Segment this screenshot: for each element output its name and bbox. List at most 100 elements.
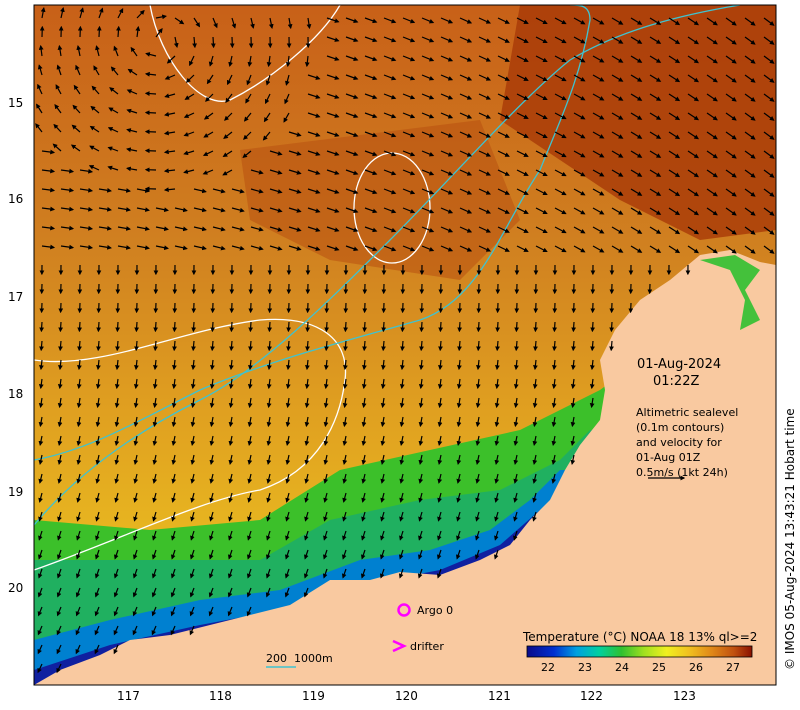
velocity-arrow xyxy=(247,473,253,484)
velocity-arrow xyxy=(535,245,548,253)
velocity-arrow xyxy=(592,226,605,234)
velocity-arrow xyxy=(383,17,397,24)
velocity-arrow xyxy=(687,150,700,159)
velocity-arrow xyxy=(37,549,43,560)
velocity-arrow xyxy=(324,321,330,333)
velocity-arrow xyxy=(41,206,56,212)
velocity-arrow xyxy=(383,207,397,214)
velocity-arrow xyxy=(744,93,756,102)
velocity-arrow xyxy=(152,416,158,428)
velocity-arrow xyxy=(497,17,510,24)
velocity-arrow xyxy=(134,321,140,333)
velocity-arrow xyxy=(136,207,150,212)
velocity-arrow xyxy=(725,207,737,216)
velocity-arrow xyxy=(116,25,121,38)
velocity-arrow xyxy=(183,169,195,174)
velocity-arrow xyxy=(190,454,196,465)
velocity-arrow xyxy=(286,321,292,333)
velocity-arrow xyxy=(611,150,624,158)
velocity-arrow xyxy=(513,454,519,465)
velocity-arrow xyxy=(744,55,756,64)
velocity-arrow xyxy=(57,492,62,503)
velocity-arrow xyxy=(266,435,272,446)
velocity-arrow xyxy=(360,549,366,560)
velocity-arrow xyxy=(437,454,443,465)
velocity-arrow xyxy=(516,226,529,233)
velocity-arrow xyxy=(421,17,435,24)
velocity-arrow xyxy=(130,46,138,57)
velocity-arrow xyxy=(343,359,348,371)
velocity-arrow xyxy=(494,435,500,446)
lat-tick: 20 xyxy=(8,581,23,595)
velocity-arrow xyxy=(36,103,43,114)
velocity-arrow xyxy=(72,104,81,114)
velocity-arrow xyxy=(57,416,63,428)
velocity-arrow xyxy=(212,207,226,213)
velocity-arrow xyxy=(231,226,245,232)
velocity-arrow xyxy=(133,435,139,446)
velocity-arrow xyxy=(380,454,386,465)
velocity-arrow xyxy=(361,530,366,541)
velocity-arrow xyxy=(266,473,272,484)
velocity-arrow xyxy=(552,340,557,352)
velocity-arrow xyxy=(37,606,43,617)
velocity-arrow xyxy=(185,74,195,83)
velocity-arrow xyxy=(151,549,157,560)
velocity-arrow xyxy=(763,169,775,178)
velocity-arrow xyxy=(89,125,100,133)
velocity-arrow xyxy=(228,378,234,390)
velocity-arrow xyxy=(117,8,124,19)
velocity-arrow xyxy=(57,44,63,57)
velocity-arrow xyxy=(459,131,473,138)
velocity-arrow xyxy=(573,169,586,177)
velocity-arrow xyxy=(438,359,443,371)
velocity-arrow xyxy=(190,435,196,446)
velocity-arrow xyxy=(668,245,681,254)
velocity-arrow xyxy=(589,397,595,409)
velocity-arrow xyxy=(79,187,94,193)
velocity-arrow xyxy=(456,492,461,503)
velocity-arrow xyxy=(323,416,329,428)
velocity-arrow xyxy=(476,359,481,371)
velocity-arrow xyxy=(191,359,196,371)
velocity-arrow xyxy=(134,340,139,352)
velocity-arrow xyxy=(288,188,302,194)
velocity-arrow xyxy=(478,93,491,100)
velocity-arrow xyxy=(725,131,737,140)
velocity-arrow xyxy=(263,112,271,123)
velocity-arrow xyxy=(132,587,138,598)
velocity-arrow xyxy=(763,55,775,64)
velocity-arrow xyxy=(706,74,718,83)
velocity-arrow xyxy=(56,606,62,617)
velocity-arrow xyxy=(398,568,404,579)
velocity-arrow xyxy=(668,112,681,121)
velocity-arrow xyxy=(41,225,56,231)
altimetry-note: Altimetric sealevel (0.1m contours) and … xyxy=(636,406,738,481)
velocity-arrow xyxy=(342,492,347,503)
velocity-arrow xyxy=(170,606,176,617)
velocity-arrow xyxy=(303,587,309,598)
velocity-arrow xyxy=(41,168,56,174)
velocity-arrow xyxy=(437,511,442,522)
velocity-arrow xyxy=(763,226,775,235)
velocity-arrow xyxy=(265,568,271,579)
velocity-arrow xyxy=(440,36,454,43)
velocity-arrow xyxy=(456,397,462,409)
velocity-arrow xyxy=(193,188,207,194)
velocity-arrow xyxy=(117,188,131,193)
velocity-arrow xyxy=(79,244,94,250)
velocity-arrow xyxy=(193,17,201,28)
velocity-arrow xyxy=(630,93,643,101)
velocity-arrow xyxy=(592,17,605,25)
velocity-arrow xyxy=(57,397,63,409)
velocity-arrow xyxy=(478,169,491,176)
velocity-arrow xyxy=(571,340,576,352)
velocity-arrow xyxy=(364,245,378,252)
velocity-arrow xyxy=(57,435,63,446)
velocity-arrow xyxy=(552,359,557,371)
velocity-arrow xyxy=(326,150,340,156)
velocity-arrow xyxy=(284,93,290,105)
velocity-arrow xyxy=(98,7,104,19)
velocity-arrow xyxy=(151,568,157,579)
velocity-arrow xyxy=(361,473,367,484)
